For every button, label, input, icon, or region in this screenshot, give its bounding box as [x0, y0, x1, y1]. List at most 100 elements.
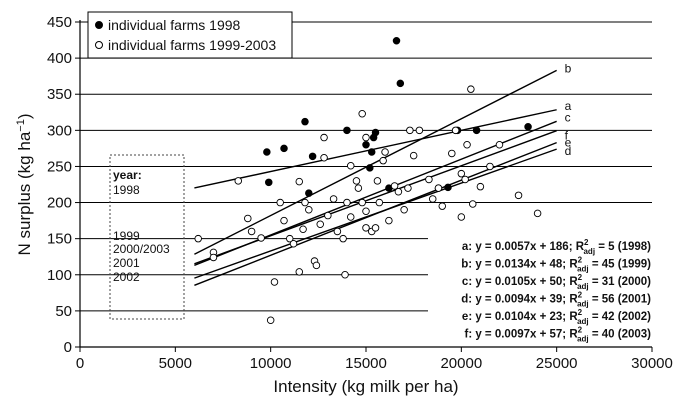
point-1999-2003: [467, 85, 475, 93]
year-box-frame: [109, 154, 185, 320]
regression-line-b: [194, 69, 557, 255]
equation-e: e: y = 0.0104x + 23; R2 adj = 42 (2002): [462, 308, 651, 326]
point-1999-2003: [533, 209, 542, 218]
point-1999-2003: [354, 184, 363, 192]
y-axis-title-main: N surplus (kg ha: [15, 131, 34, 255]
x-tick-label: 20000: [440, 355, 482, 372]
point-1998: [343, 126, 351, 135]
point-1999-2003: [333, 227, 342, 236]
equation-r2-superscript: 2: [578, 308, 583, 317]
legend: individual farms 1998 individual farms 19…: [87, 11, 293, 59]
point-1999-2003: [379, 156, 387, 165]
regression-line-label: d: [565, 144, 572, 158]
regression-line-e: [194, 141, 557, 286]
legend-label: individual farms 1998: [108, 17, 241, 33]
point-1999-2003: [358, 109, 366, 118]
point-1999-2003: [362, 224, 370, 232]
x-tick-label: 10000: [250, 355, 292, 372]
equation-main: f: y = 0.0097x + 57; R: [464, 329, 578, 341]
point-1999-2003: [266, 316, 275, 325]
equation-r2-value: = 31 (2000): [589, 276, 652, 288]
point-1999-2003: [404, 184, 412, 192]
equation-r2-value: = 40 (2003): [589, 329, 652, 341]
axes: [75, 20, 653, 352]
regression-line-f: [194, 130, 557, 265]
data-points: [194, 37, 542, 325]
y-axis-title: N surplus (kg ha−1): [15, 114, 34, 256]
point-1999-2003: [438, 202, 447, 210]
regression-line-label: e: [565, 136, 572, 150]
equation-r2-superscript: 2: [578, 273, 583, 282]
regression-line-label: a: [565, 99, 572, 113]
point-1999-2003: [316, 220, 324, 228]
point-1998: [265, 178, 273, 187]
equation-r2-subscript: adj: [577, 265, 589, 274]
point-1999-2003: [346, 161, 355, 170]
point-1999-2003: [373, 177, 382, 185]
point-1999-2003: [448, 149, 456, 158]
axis-titles: Intensity (kg milk per ha) N surplus (kg …: [15, 114, 459, 397]
point-1999-2003: [406, 126, 414, 135]
point-1999-2003: [390, 182, 399, 190]
year-label: 1998: [113, 183, 140, 197]
point-1999-2003: [295, 177, 304, 186]
y-tick-label: 450: [47, 14, 72, 31]
point-1998: [472, 126, 481, 135]
equation-b: b: y = 0.0134x + 48; R2 adj = 45 (1999): [461, 256, 651, 274]
equation-r2-subscript: adj: [577, 335, 589, 344]
point-1999-2003: [341, 271, 349, 279]
y-axis-title-close: ): [15, 114, 34, 120]
regression-line-label: c: [565, 110, 571, 124]
point-1999-2003: [244, 214, 252, 223]
point-1999-2003: [415, 126, 424, 135]
point-1999-2003: [409, 151, 418, 160]
point-1999-2003: [280, 216, 288, 225]
tick-labels: 0 50 100 150 200 250 300 350 400 450 0 5000 10000 150…: [47, 14, 673, 372]
point-1999-2003: [343, 198, 351, 207]
x-tick-label: 15000: [345, 355, 387, 372]
equation-r2-subscript: adj: [577, 317, 589, 326]
point-1999-2003: [289, 239, 298, 248]
point-1999-2003: [329, 195, 338, 203]
equation-r2-subscript: adj: [577, 282, 589, 291]
point-1998: [308, 152, 317, 161]
equation-r2-value: = 42 (2002): [589, 311, 652, 323]
equation-main: c: y = 0.0105x + 50; R: [462, 276, 578, 288]
point-1999-2003: [486, 162, 494, 171]
regression-line-label: b: [565, 61, 572, 75]
y-tick-label: 100: [47, 267, 72, 284]
y-tick-label: 50: [55, 303, 72, 320]
point-1999-2003: [346, 213, 355, 221]
y-tick-label: 0: [64, 339, 72, 356]
point-1998: [444, 183, 452, 192]
point-1999-2003: [457, 213, 466, 221]
regression-line-label: f: [565, 129, 569, 143]
point-1999-2003: [301, 198, 309, 207]
point-1999-2003: [428, 195, 437, 203]
point-1999-2003: [312, 261, 321, 270]
point-1999-2003: [425, 175, 433, 184]
point-1999-2003: [324, 211, 332, 220]
y-tick-label: 250: [47, 158, 72, 175]
point-1998: [301, 117, 309, 126]
point-1999-2003: [463, 141, 471, 149]
point-1999-2003: [514, 191, 523, 200]
x-axis-title: Intensity (kg milk per ha): [273, 377, 458, 396]
equation-r2-value: = 56 (2001): [589, 294, 652, 306]
y-tick-label: 350: [47, 86, 72, 103]
year-label: 2002: [113, 270, 140, 284]
point-1999-2003: [352, 177, 361, 185]
point-1999-2003: [209, 253, 218, 262]
point-1998: [362, 141, 370, 149]
y-tick-label: 200: [47, 195, 72, 212]
equation-c: c: y = 0.0105x + 50; R2 adj = 31 (2000): [462, 273, 651, 291]
regression-line-a: [194, 109, 557, 189]
equation-main: d: y = 0.0094x + 39; R: [461, 294, 578, 306]
equation-f: f: y = 0.0097x + 57; R2 adj = 40 (2003): [464, 326, 651, 344]
year-box-title: year:: [113, 168, 142, 182]
equation-box: a: y = 0.0057x + 186; R2 adj = 5 (1998)b:…: [428, 237, 654, 344]
equation-r2-superscript: 2: [584, 238, 589, 247]
point-1999-2003: [257, 234, 265, 242]
point-1998: [524, 122, 532, 131]
equation-r2-superscript: 2: [578, 291, 583, 300]
